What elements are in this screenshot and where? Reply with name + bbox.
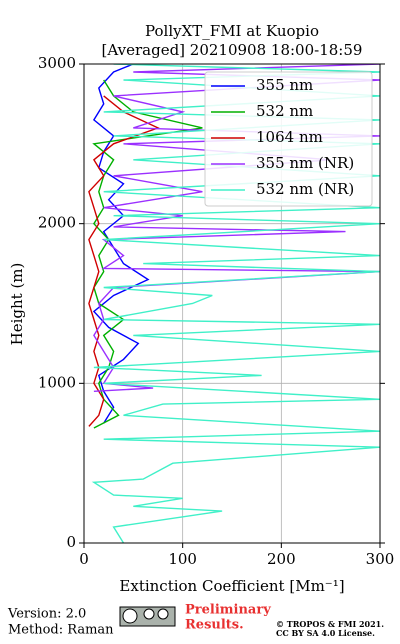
- x-tick-label: 200: [267, 550, 296, 568]
- preliminary: Results.: [185, 618, 244, 633]
- x-tick-label: 300: [366, 550, 395, 568]
- copyright: CC BY SA 4.0 License.: [276, 628, 375, 638]
- y-axis-label: Height (m): [8, 263, 26, 346]
- profile-line: [88, 95, 160, 427]
- preliminary: Preliminary: [185, 603, 271, 618]
- y-tick-label: 3000: [38, 54, 76, 72]
- legend-label: 355 nm (NR): [256, 154, 354, 172]
- y-tick-label: 1000: [38, 373, 76, 391]
- cc-badge: [119, 606, 176, 627]
- chart-subtitle: [Averaged] 20210908 18:00-18:59: [102, 41, 363, 59]
- y-tick-label: 2000: [38, 214, 76, 232]
- profile-line: [93, 64, 380, 392]
- legend-label: 532 nm (NR): [256, 180, 354, 198]
- chart-title: PollyXT_FMI at Kuopio: [145, 22, 319, 40]
- x-axis-label: Extinction Coefficient [Mm⁻¹]: [119, 577, 344, 595]
- legend-label: 532 nm: [256, 102, 313, 120]
- axes-frame: [83, 63, 381, 544]
- legend-box: [204, 71, 373, 207]
- y-tick-label: 0: [66, 533, 76, 551]
- version: Version: 2.0: [7, 607, 86, 622]
- x-tick-label: 0: [79, 550, 89, 568]
- x-tick-label: 100: [168, 550, 197, 568]
- method: Method: Raman: [8, 623, 114, 638]
- legend: 355 nm 532 nm 1064 nm 355 nm (NR) 532 nm (NR…: [204, 71, 373, 207]
- profile-line: [91, 64, 380, 543]
- legend-label: 1064 nm: [256, 128, 323, 146]
- legend-label: 355 nm: [256, 76, 313, 94]
- copyright: © TROPOS & FMI 2021.: [276, 619, 384, 629]
